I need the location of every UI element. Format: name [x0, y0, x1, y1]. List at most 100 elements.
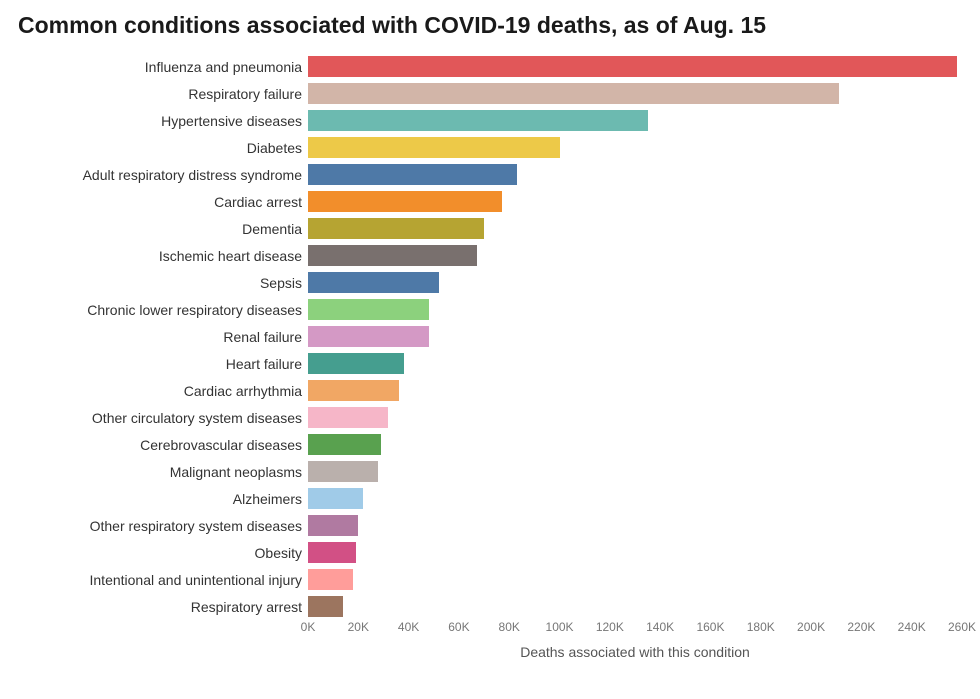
bar [308, 353, 404, 374]
chart-row: Heart failure [18, 350, 962, 377]
chart-row: Malignant neoplasms [18, 458, 962, 485]
bar-track [308, 593, 962, 620]
chart-row: Adult respiratory distress syndrome [18, 161, 962, 188]
bar-label: Hypertensive diseases [18, 113, 308, 129]
x-tick: 0K [301, 620, 316, 634]
bar-track [308, 80, 962, 107]
x-tick: 100K [546, 620, 574, 634]
x-tick: 20K [348, 620, 369, 634]
x-tick: 40K [398, 620, 419, 634]
bar-label: Chronic lower respiratory diseases [18, 302, 308, 318]
bar-label: Other circulatory system diseases [18, 410, 308, 426]
chart-bars: Influenza and pneumonia Respiratory failu… [18, 53, 962, 620]
x-axis-title: Deaths associated with this condition [308, 644, 962, 660]
bar [308, 245, 477, 266]
bar-label: Malignant neoplasms [18, 464, 308, 480]
chart-row: Cardiac arrhythmia [18, 377, 962, 404]
bar-label: Respiratory failure [18, 86, 308, 102]
bar-track [308, 539, 962, 566]
bar-track [308, 512, 962, 539]
bar-label: Cardiac arrhythmia [18, 383, 308, 399]
chart-row: Ischemic heart disease [18, 242, 962, 269]
bar-track [308, 242, 962, 269]
chart-row: Respiratory failure [18, 80, 962, 107]
x-tick: 80K [499, 620, 520, 634]
x-axis-ticks: 0K20K40K60K80K100K120K140K160K180K200K22… [308, 620, 962, 638]
bar-label: Dementia [18, 221, 308, 237]
bar [308, 434, 381, 455]
bar [308, 83, 839, 104]
bar-track [308, 53, 962, 80]
bar-track [308, 188, 962, 215]
bar [308, 461, 378, 482]
chart-row: Renal failure [18, 323, 962, 350]
bar-track [308, 161, 962, 188]
chart-row: Obesity [18, 539, 962, 566]
bar-label: Heart failure [18, 356, 308, 372]
bar-track [308, 350, 962, 377]
x-tick: 240K [898, 620, 926, 634]
bar-label: Cerebrovascular diseases [18, 437, 308, 453]
bar [308, 407, 388, 428]
bar [308, 569, 353, 590]
chart-title: Common conditions associated with COVID-… [18, 12, 962, 39]
x-tick: 220K [847, 620, 875, 634]
chart-row: Respiratory arrest [18, 593, 962, 620]
bar-label: Sepsis [18, 275, 308, 291]
chart-row: Other circulatory system diseases [18, 404, 962, 431]
chart-row: Chronic lower respiratory diseases [18, 296, 962, 323]
bar-label: Adult respiratory distress syndrome [18, 167, 308, 183]
bar [308, 110, 648, 131]
chart-row: Influenza and pneumonia [18, 53, 962, 80]
bar [308, 380, 399, 401]
bar-label: Diabetes [18, 140, 308, 156]
bar-label: Intentional and unintentional injury [18, 572, 308, 588]
chart-row: Dementia [18, 215, 962, 242]
bar-label: Other respiratory system diseases [18, 518, 308, 534]
bar-label: Renal failure [18, 329, 308, 345]
chart-row: Sepsis [18, 269, 962, 296]
x-tick: 260K [948, 620, 976, 634]
bar [308, 488, 363, 509]
bar [308, 542, 356, 563]
bar-track [308, 377, 962, 404]
bar [308, 191, 502, 212]
bar [308, 218, 484, 239]
bar [308, 515, 358, 536]
x-tick: 160K [696, 620, 724, 634]
bar [308, 299, 429, 320]
x-tick: 200K [797, 620, 825, 634]
bar-track [308, 134, 962, 161]
bar [308, 596, 343, 617]
x-tick: 120K [596, 620, 624, 634]
bar-track [308, 296, 962, 323]
bar [308, 164, 517, 185]
chart-row: Cerebrovascular diseases [18, 431, 962, 458]
bar-label: Alzheimers [18, 491, 308, 507]
bar-track [308, 215, 962, 242]
bar [308, 326, 429, 347]
bar [308, 137, 560, 158]
chart-row: Alzheimers [18, 485, 962, 512]
bar-track [308, 485, 962, 512]
bar-label: Respiratory arrest [18, 599, 308, 615]
bar-track [308, 458, 962, 485]
x-tick: 180K [747, 620, 775, 634]
x-tick: 60K [448, 620, 469, 634]
bar [308, 56, 957, 77]
bar-label: Ischemic heart disease [18, 248, 308, 264]
bar-label: Obesity [18, 545, 308, 561]
bar-label: Cardiac arrest [18, 194, 308, 210]
bar-track [308, 566, 962, 593]
x-tick: 140K [646, 620, 674, 634]
chart-row: Diabetes [18, 134, 962, 161]
bar-track [308, 323, 962, 350]
bar-track [308, 431, 962, 458]
chart-row: Cardiac arrest [18, 188, 962, 215]
chart-row: Intentional and unintentional injury [18, 566, 962, 593]
chart-row: Hypertensive diseases [18, 107, 962, 134]
bar-track [308, 107, 962, 134]
x-axis: 0K 20K 40K 60K 80K 100K 120K 140K 160K 180K 200K 22… [18, 620, 962, 638]
chart-area: Influenza and pneumonia Respiratory failu… [18, 53, 962, 660]
bar-track [308, 269, 962, 296]
